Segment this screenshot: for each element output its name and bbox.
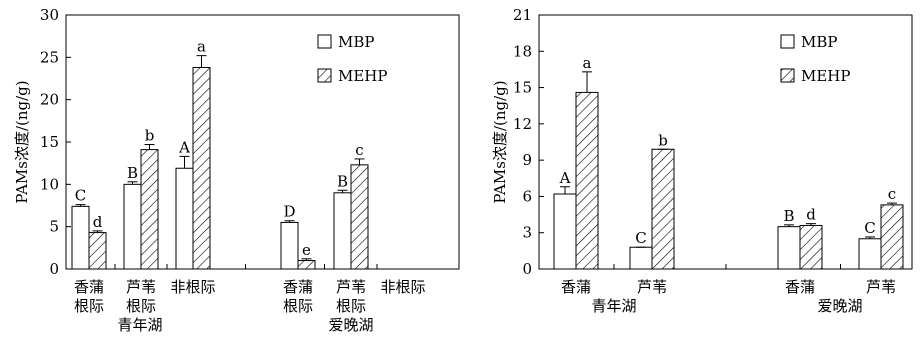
x-category-label: 香蒲 (74, 278, 104, 296)
bar-mehp (140, 149, 159, 270)
significance-label: c (355, 141, 363, 159)
significance-label: B (337, 172, 348, 190)
group-label: 青年湖 (117, 316, 162, 334)
x-category-label: 芦苇 (336, 278, 366, 296)
significance-label: C (864, 219, 875, 237)
x-category-label: 根际 (126, 297, 156, 315)
legend-label-mehp: MEHP (801, 67, 850, 85)
y-tick-label: 10 (40, 175, 59, 193)
y-tick-label: 15 (513, 79, 532, 97)
y-tick-label: 3 (522, 224, 532, 242)
x-category-label: 香蒲 (283, 278, 313, 296)
significance-label: A (178, 138, 190, 156)
significance-label: d (806, 206, 816, 224)
bar-mbp (629, 246, 653, 270)
x-category-label: 芦苇 (637, 278, 667, 296)
bar-mbp (333, 192, 352, 270)
bar-mehp (575, 91, 599, 270)
bar-mehp (88, 232, 107, 270)
bar-mbp (858, 238, 882, 270)
significance-label: C (635, 229, 646, 247)
bar-mehp (799, 224, 823, 270)
y-tick-label: 25 (40, 48, 59, 66)
significance-label: B (127, 164, 138, 182)
y-tick-label: 0 (522, 260, 532, 278)
bar-mehp (297, 260, 316, 270)
significance-label: A (559, 169, 571, 187)
bar-mehp (350, 164, 369, 270)
significance-label: D (283, 203, 295, 221)
legend-swatch-mbp (780, 34, 795, 49)
bar-mbp (123, 183, 142, 270)
bar-mbp (175, 167, 194, 270)
x-category-label: 非根际 (170, 278, 215, 296)
significance-label: b (145, 127, 155, 145)
legend-label-mbp: MBP (338, 33, 374, 51)
significance-label: d (93, 213, 103, 231)
legend-swatch-mehp (317, 68, 332, 83)
y-axis-label: PAMs浓度/(ng/g) (13, 80, 31, 203)
significance-label: C (75, 187, 86, 205)
bar-mbp (553, 193, 577, 270)
significance-label: B (783, 207, 794, 225)
legend-swatch-mbp (317, 34, 332, 49)
chart-panel-2: 0 3 6 9 12 15 18 21 PAMs浓度/(ng/g) Aa 香蒲 Cb 芦苇 B d 香蒲 Cc 芦… (491, 6, 913, 315)
y-tick-label: 18 (513, 42, 532, 60)
legend-label-mehp: MEHP (338, 67, 387, 85)
bar-mehp (651, 148, 675, 270)
y-tick-label: 6 (522, 187, 532, 205)
x-category-label: 香蒲 (561, 278, 591, 296)
bar-mehp (192, 66, 211, 270)
x-category-label: 根际 (74, 297, 104, 315)
y-tick-label: 15 (40, 133, 59, 151)
group-label: 爱晚湖 (328, 316, 373, 334)
bar-mbp (777, 226, 801, 270)
group-label: 青年湖 (591, 297, 636, 315)
y-tick-label: 9 (522, 151, 532, 169)
y-tick-label: 20 (40, 91, 59, 109)
significance-label: b (658, 131, 668, 149)
x-category-label: 芦苇 (866, 278, 896, 296)
significance-label: a (583, 54, 592, 72)
x-category-label: 根际 (336, 297, 366, 315)
bar-mehp (880, 204, 904, 270)
group-label: 爱晚湖 (817, 297, 862, 315)
x-category-label: 根际 (283, 297, 313, 315)
bar-mbp (280, 221, 299, 270)
y-tick-label: 12 (513, 115, 532, 133)
y-tick-label: 0 (49, 260, 59, 278)
bar-mbp (71, 205, 90, 270)
y-axis-label: PAMs浓度/(ng/g) (491, 80, 509, 203)
significance-label: a (197, 38, 206, 56)
x-category-label: 香蒲 (785, 278, 815, 296)
x-category-label: 芦苇 (126, 278, 156, 296)
y-tick-label: 30 (40, 6, 59, 24)
significance-label: e (302, 241, 311, 259)
x-category-label: 非根际 (380, 278, 425, 296)
legend-swatch-mehp (780, 68, 795, 83)
significance-label: c (888, 185, 896, 203)
y-tick-label: 21 (513, 6, 532, 24)
y-tick-label: 5 (49, 218, 59, 236)
legend-label-mbp: MBP (801, 33, 837, 51)
